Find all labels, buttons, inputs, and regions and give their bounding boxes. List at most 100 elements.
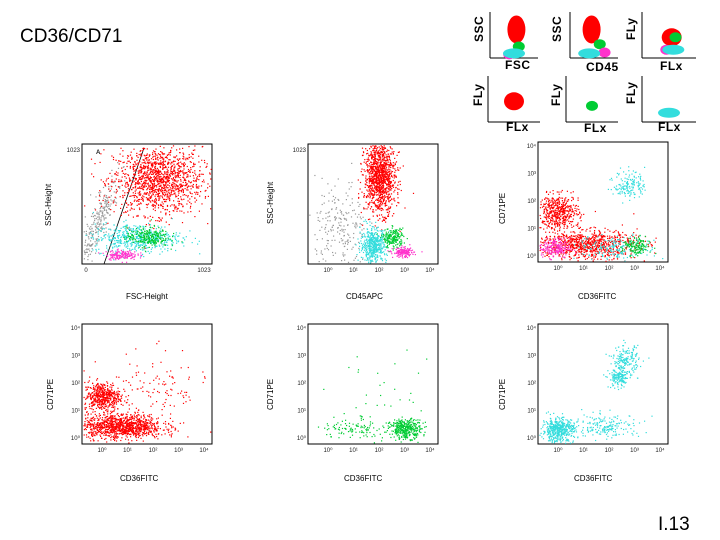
event-dot [362, 251, 365, 254]
event-dot [182, 205, 184, 207]
event-dot [371, 156, 373, 158]
event-dot [128, 255, 130, 257]
event-dot [347, 261, 350, 263]
event-dot [125, 173, 127, 175]
event-dot [149, 224, 152, 226]
event-dot [109, 196, 111, 198]
event-dot [178, 187, 180, 189]
event-dot [393, 164, 395, 166]
event-dot [171, 218, 173, 220]
event-dot [382, 167, 384, 169]
event-dot [170, 248, 172, 250]
event-dot [364, 170, 366, 172]
event-dot [122, 231, 124, 233]
event-dot [110, 203, 112, 205]
event-dot [197, 192, 199, 194]
event-dot [161, 158, 164, 160]
event-dot [337, 198, 339, 201]
event-dot [372, 211, 374, 213]
event-dot [368, 262, 370, 264]
event-dot [168, 211, 171, 213]
event-dot [111, 257, 113, 259]
event-dot [104, 209, 106, 211]
event-dot [149, 226, 151, 228]
event-dot [167, 175, 169, 177]
event-dot [106, 178, 108, 180]
event-dot [155, 174, 157, 176]
event-dot [182, 191, 184, 194]
event-dot [128, 160, 130, 162]
event-dot [367, 170, 370, 172]
event-dot [366, 259, 368, 261]
event-dot [88, 233, 90, 235]
event-dot [335, 207, 338, 209]
event-dot [371, 182, 373, 184]
event-dot [125, 257, 127, 259]
event-dot [120, 179, 122, 181]
event-dot [173, 182, 175, 184]
event-dot [99, 195, 101, 198]
event-dot [123, 225, 125, 228]
event-dot [85, 234, 87, 236]
event-dot [130, 204, 132, 206]
event-dot [190, 161, 192, 163]
event-dot [129, 238, 131, 240]
event-dot [135, 183, 137, 185]
event-dot [148, 178, 150, 180]
event-dot [194, 191, 196, 193]
event-dot [131, 158, 133, 160]
event-dot [187, 195, 189, 197]
event-dot [143, 236, 145, 238]
event-dot [182, 172, 184, 174]
event-dot [144, 165, 146, 168]
event-dot [174, 193, 176, 195]
event-dot [156, 233, 158, 235]
event-dot [95, 248, 97, 251]
event-dot [356, 223, 358, 225]
event-dot [369, 250, 371, 252]
event-dot [385, 259, 387, 262]
event-dot [177, 172, 179, 174]
event-dot [375, 260, 377, 262]
event-dot [152, 236, 154, 238]
event-dot [131, 230, 133, 232]
event-dot [137, 240, 140, 242]
event-dot [155, 171, 157, 173]
event-dot [375, 206, 377, 208]
event-dot [401, 247, 403, 249]
event-dot [401, 254, 403, 256]
event-dot [363, 208, 365, 210]
event-dot [111, 250, 113, 252]
event-dot [84, 216, 86, 218]
event-dot [183, 158, 185, 160]
event-dot [129, 255, 131, 257]
event-dot [117, 172, 119, 174]
event-dot [151, 173, 153, 175]
event-dot [161, 242, 163, 244]
event-dot [146, 239, 148, 241]
event-dot [144, 174, 146, 176]
event-dot [171, 183, 173, 185]
event-dot [395, 232, 397, 234]
event-dot [375, 145, 377, 147]
event-dot [195, 179, 197, 181]
event-dot [183, 179, 185, 181]
event-dot [560, 210, 562, 212]
event-dot [144, 162, 146, 164]
event-dot [155, 188, 157, 191]
event-dot [399, 230, 401, 232]
event-dot [198, 174, 200, 176]
event-dot [558, 191, 560, 193]
event-dot [165, 233, 167, 235]
event-dot [385, 173, 387, 175]
event-dot [384, 181, 386, 183]
event-dot [124, 257, 126, 259]
event-dot [159, 235, 161, 238]
event-dot [383, 244, 386, 246]
event-dot [105, 200, 107, 202]
event-dot [162, 206, 164, 208]
event-dot [138, 176, 140, 179]
event-dot [205, 166, 207, 168]
event-dot [180, 196, 182, 198]
event-dot [164, 160, 167, 162]
